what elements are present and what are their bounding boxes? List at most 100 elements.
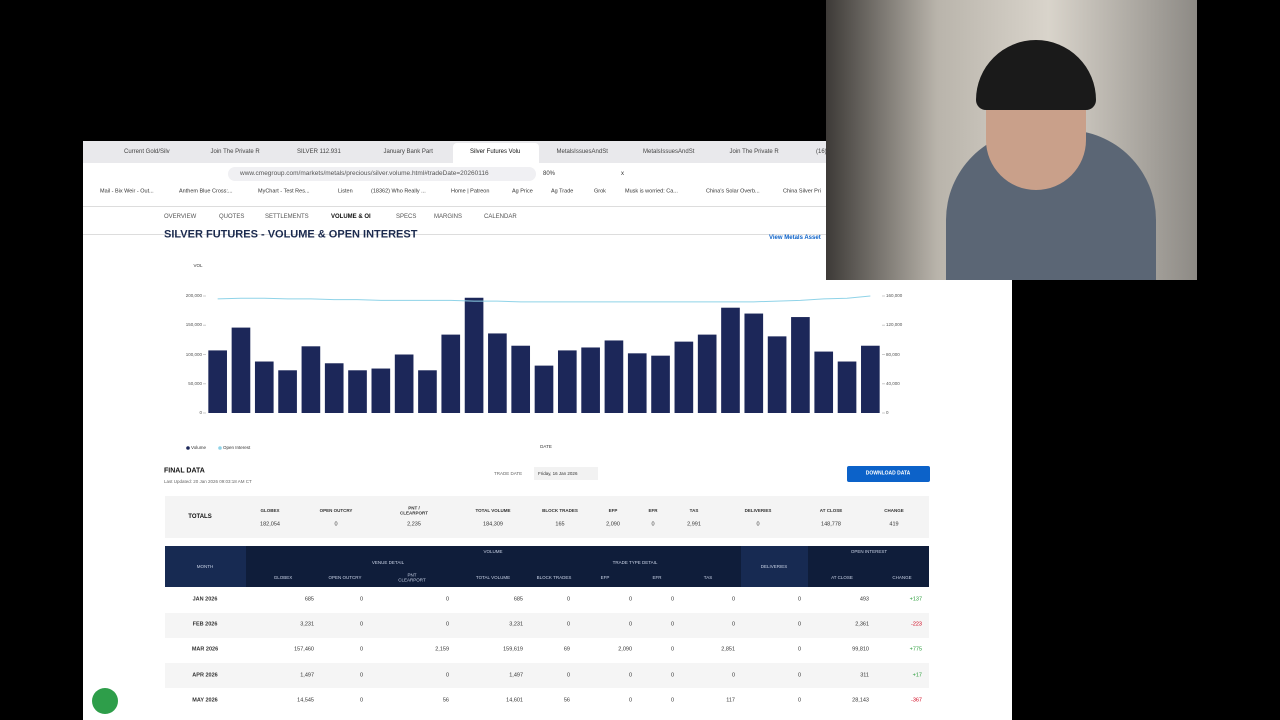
cell: 159,619 [503, 646, 523, 653]
nav-item[interactable]: SETTLEMENTS [265, 214, 309, 220]
cell: 56 [442, 697, 449, 704]
totals-value: 0 [651, 521, 655, 528]
cell: 0 [628, 621, 632, 628]
tab-title[interactable]: Join The Private R [210, 149, 260, 155]
nav-item[interactable]: CALENDAR [484, 214, 517, 220]
tab-title[interactable]: Silver Futures Volu [470, 149, 521, 155]
group-header: VOLUME [483, 548, 503, 554]
bookmark[interactable]: MyChart - Test Res... [258, 188, 310, 195]
y2-tick-label: 0 [886, 409, 889, 415]
deliveries-header [741, 546, 808, 587]
tab-strip [83, 141, 1012, 163]
tab-title[interactable]: (16) [816, 149, 827, 155]
cell: 2,090 [618, 646, 632, 653]
totals-value: 2,090 [606, 521, 620, 528]
bookmark[interactable]: Ag Trade [551, 188, 574, 195]
group-header: OPEN INTEREST [850, 548, 888, 554]
cell: 0 [445, 671, 449, 678]
bookmark[interactable]: Musk is worried: Ca... [625, 188, 678, 195]
cell: +17 [912, 671, 922, 678]
cell: 311 [860, 671, 869, 678]
date-value[interactable]: Friday, 16 Jan 2026 [538, 470, 578, 476]
tab-title[interactable]: SILVER 112.931 [297, 149, 341, 155]
bookmark[interactable]: Anthem Blue Cross:... [179, 188, 233, 195]
tab-title[interactable]: January Bank Part [383, 149, 433, 155]
cell: 0 [359, 646, 363, 653]
y-tick-label: 100,000 [185, 351, 202, 357]
bookmark[interactable]: China's Solar Overb... [706, 188, 760, 195]
nav-item[interactable]: QUOTES [219, 214, 245, 220]
cell: 0 [797, 621, 801, 628]
nav-item[interactable]: VOLUME & OI [331, 214, 371, 220]
cell: 2,159 [435, 646, 449, 653]
oi-line [217, 295, 871, 303]
totals-label: TOTALS [188, 514, 212, 520]
heading: SILVER FUTURES - VOLUME & OPEN INTEREST [164, 228, 418, 241]
bar [814, 351, 834, 413]
label: TRADE DATE [494, 470, 523, 476]
nav-item[interactable]: MARGINS [434, 214, 463, 220]
zoom-level: 80% [543, 171, 556, 177]
bar [837, 361, 857, 413]
group-header: MONTH [196, 563, 214, 569]
button-label[interactable]: DOWNLOAD DATA [865, 470, 911, 477]
nav-item[interactable]: SPECS [396, 214, 417, 220]
bookmark[interactable]: Listen [338, 188, 353, 195]
y2-tick-label: 80,000 [886, 351, 900, 357]
totals-value: 0 [334, 521, 338, 528]
active-tab[interactable] [453, 143, 539, 163]
bookmark[interactable]: Ag Price [512, 188, 533, 195]
bar [441, 334, 461, 413]
bookmark[interactable]: Home | Patreon [451, 188, 490, 195]
totals-header: DELIVERIES [744, 507, 772, 513]
tab-title[interactable]: MetalsIssuesAndSt [643, 149, 695, 155]
search-text: x [621, 171, 624, 177]
cell: 0 [731, 596, 735, 603]
download-button[interactable] [847, 466, 930, 482]
cell: 1,497 [300, 671, 314, 678]
bar [697, 334, 717, 413]
bar [418, 370, 437, 413]
axis-title: VOL [193, 262, 203, 268]
cell: 0 [797, 671, 801, 678]
cell: 0 [670, 671, 674, 678]
column-header: CHANGE [892, 574, 912, 580]
assistant-icon[interactable] [92, 688, 118, 714]
bookmark[interactable]: Mail - Bix Weir - Out... [100, 188, 154, 195]
totals-header: EFP [608, 507, 618, 513]
cell: 14,601 [506, 697, 523, 704]
bar [557, 350, 577, 413]
divider [83, 206, 1012, 207]
cell: 0 [731, 621, 735, 628]
link[interactable]: View Metals Asset [769, 235, 821, 241]
totals-value: 0 [756, 521, 760, 528]
cell: 0 [566, 621, 570, 628]
bookmark[interactable]: China Silver Pri [783, 188, 821, 195]
nav-item[interactable]: OVERVIEW [164, 214, 197, 220]
bar [651, 355, 670, 413]
totals-value: 2,991 [687, 521, 701, 528]
cell: 0 [359, 697, 363, 704]
cell: -367 [910, 697, 922, 704]
address-bar[interactable] [228, 167, 536, 181]
row-bg [165, 612, 929, 638]
group-header: TRADE TYPE DETAIL [612, 559, 658, 565]
column-header: TOTAL VOLUME [475, 574, 511, 580]
cell: 0 [670, 646, 674, 653]
url[interactable]: www.cmegroup.com/markets/metals/precious… [240, 169, 489, 177]
bookmark[interactable]: (18362) Who Really ... [371, 188, 426, 195]
tab-title[interactable]: MetalsIssuesAndSt [556, 149, 608, 155]
tab-title[interactable]: Join The Private R [729, 149, 779, 155]
tab-title[interactable]: Current Gold/Silv [124, 149, 170, 155]
bookmark[interactable]: Grok [594, 188, 606, 195]
cell: +775 [909, 646, 922, 653]
cell: 0 [670, 596, 674, 603]
cell: 0 [628, 671, 632, 678]
cell: 0 [566, 596, 570, 603]
cell: 0 [797, 646, 801, 653]
cell: 0 [670, 697, 674, 704]
cell: 157,460 [294, 646, 314, 653]
column-header: GLOBEX [273, 574, 293, 580]
bar [627, 353, 647, 413]
date-select[interactable] [534, 467, 598, 480]
